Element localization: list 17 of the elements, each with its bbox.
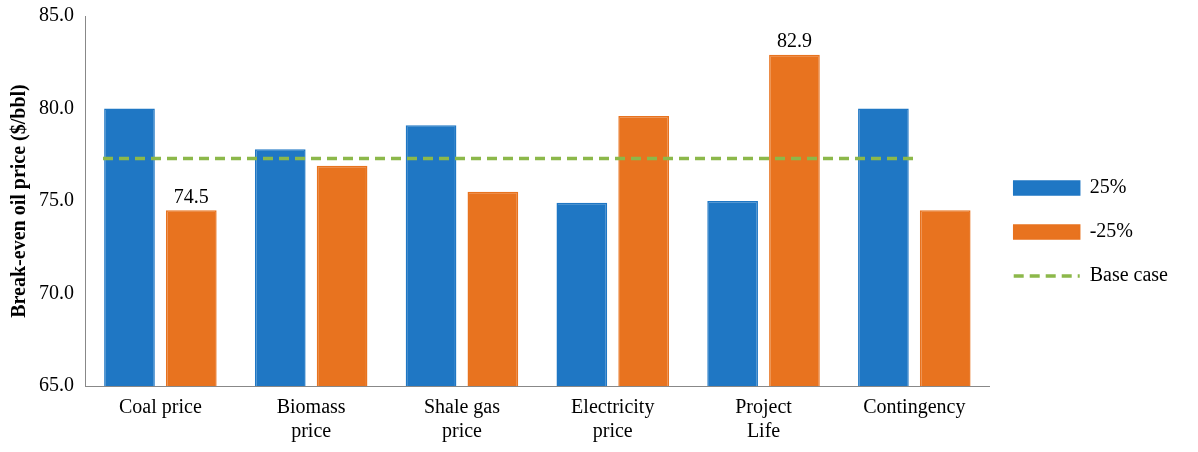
x-tick-label: Coal price	[119, 395, 202, 419]
x-tick-label: Contingency	[863, 395, 966, 419]
y-tick-label: 65.0	[39, 373, 74, 396]
legend-label: -25%	[1089, 219, 1134, 242]
y-tick-label: 80.0	[39, 95, 74, 118]
y-axis-title: Break-even oil price ($/bbl)	[7, 84, 31, 318]
x-tick-label: Biomass price	[276, 395, 346, 443]
x-tick-label: Electricity price	[571, 395, 655, 443]
y-tick-label: 85.0	[39, 3, 74, 26]
x-tick-label: Shale gas price	[423, 395, 501, 443]
legend-label: Base case	[1089, 263, 1169, 286]
legend-label: 25%	[1089, 175, 1127, 198]
data-label: 82.9	[776, 29, 812, 52]
y-tick-label: 75.0	[39, 188, 74, 211]
y-tick-label: 70.0	[39, 280, 74, 303]
data-label: 74.5	[173, 184, 209, 207]
x-tick-label: Project Life	[735, 395, 793, 442]
